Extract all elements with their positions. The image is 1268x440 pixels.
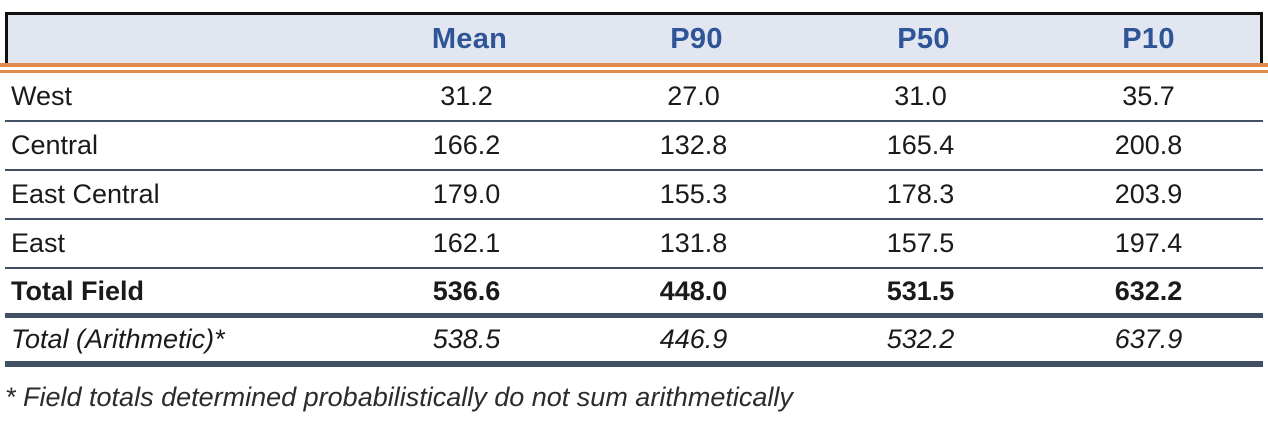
cell-p50: 178.3 (886, 179, 955, 209)
row-label: Central (11, 130, 99, 160)
table-row-total-arithmetic: Total (Arithmetic)* 538.5 446.9 532.2 63… (5, 318, 1263, 367)
cell-p10: 35.7 (1122, 81, 1175, 111)
cell-p90: 155.3 (659, 179, 728, 209)
table-row-total-field: Total Field 536.6 448.0 531.5 632.2 (5, 269, 1263, 318)
cell-p50: 31.0 (894, 81, 947, 111)
cell-mean: 536.6 (432, 275, 501, 306)
row-label: Total Field (11, 275, 144, 306)
column-header-p90: P90 (670, 22, 723, 55)
row-label: East (11, 228, 66, 258)
row-label: West (11, 81, 73, 111)
cell-p90: 448.0 (659, 275, 728, 306)
cell-p10: 637.9 (1114, 324, 1183, 354)
cell-mean: 162.1 (432, 228, 501, 258)
cell-mean: 31.2 (440, 81, 493, 111)
table-row-east: East 162.1 131.8 157.5 197.4 (5, 220, 1263, 269)
table-row-east-central: East Central 179.0 155.3 178.3 203.9 (5, 171, 1263, 220)
column-header-mean: Mean (431, 22, 508, 55)
cell-p10: 203.9 (1114, 179, 1183, 209)
column-header-p50: P50 (897, 22, 950, 55)
cell-p50: 157.5 (886, 228, 955, 258)
column-header-p10: P10 (1122, 22, 1175, 55)
cell-p50: 531.5 (886, 275, 955, 306)
cell-p10: 632.2 (1114, 275, 1183, 306)
cell-p10: 200.8 (1114, 130, 1183, 160)
cell-p90: 132.8 (659, 130, 728, 160)
orange-double-rule (0, 63, 1268, 73)
cell-p90: 27.0 (667, 81, 720, 111)
cell-mean: 538.5 (432, 324, 501, 354)
row-label: East Central (11, 179, 160, 209)
table-row-west: West 31.2 27.0 31.0 35.7 (5, 73, 1263, 122)
table-row-central: Central 166.2 132.8 165.4 200.8 (5, 122, 1263, 171)
row-label: Total (Arithmetic)* (11, 324, 225, 354)
cell-p90: 446.9 (659, 324, 728, 354)
cell-p50: 165.4 (886, 130, 955, 160)
cell-p90: 131.8 (659, 228, 728, 258)
cell-mean: 166.2 (432, 130, 501, 160)
cell-p50: 532.2 (886, 324, 955, 354)
table-body: West 31.2 27.0 31.0 35.7 Central 166.2 1… (5, 73, 1263, 367)
cell-p10: 197.4 (1114, 228, 1183, 258)
table-header-row: Mean P90 P50 P10 (5, 12, 1263, 63)
cell-mean: 179.0 (432, 179, 501, 209)
footnote-text: * Field totals determined probabilistica… (5, 382, 793, 412)
